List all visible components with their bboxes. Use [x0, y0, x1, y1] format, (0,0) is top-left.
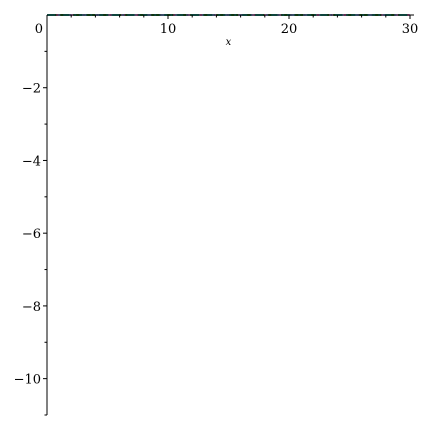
y-tick-label: −4	[22, 154, 41, 169]
x-axis-label: x	[226, 37, 232, 48]
y-tick-label: −6	[22, 227, 41, 242]
x-ticks: 0 10 20 30	[35, 15, 419, 37]
y-tick-label: −10	[14, 373, 41, 388]
y-tick-label: −2	[22, 82, 41, 97]
x-tick-label: 20	[281, 22, 298, 37]
y-ticks: −2 −4 −6 −8 −10	[14, 50, 47, 416]
x-tick-label: 0	[35, 22, 43, 37]
y-tick-label: −8	[22, 300, 41, 315]
x-tick-label: 30	[402, 22, 419, 37]
x-tick-label: 10	[160, 22, 177, 37]
